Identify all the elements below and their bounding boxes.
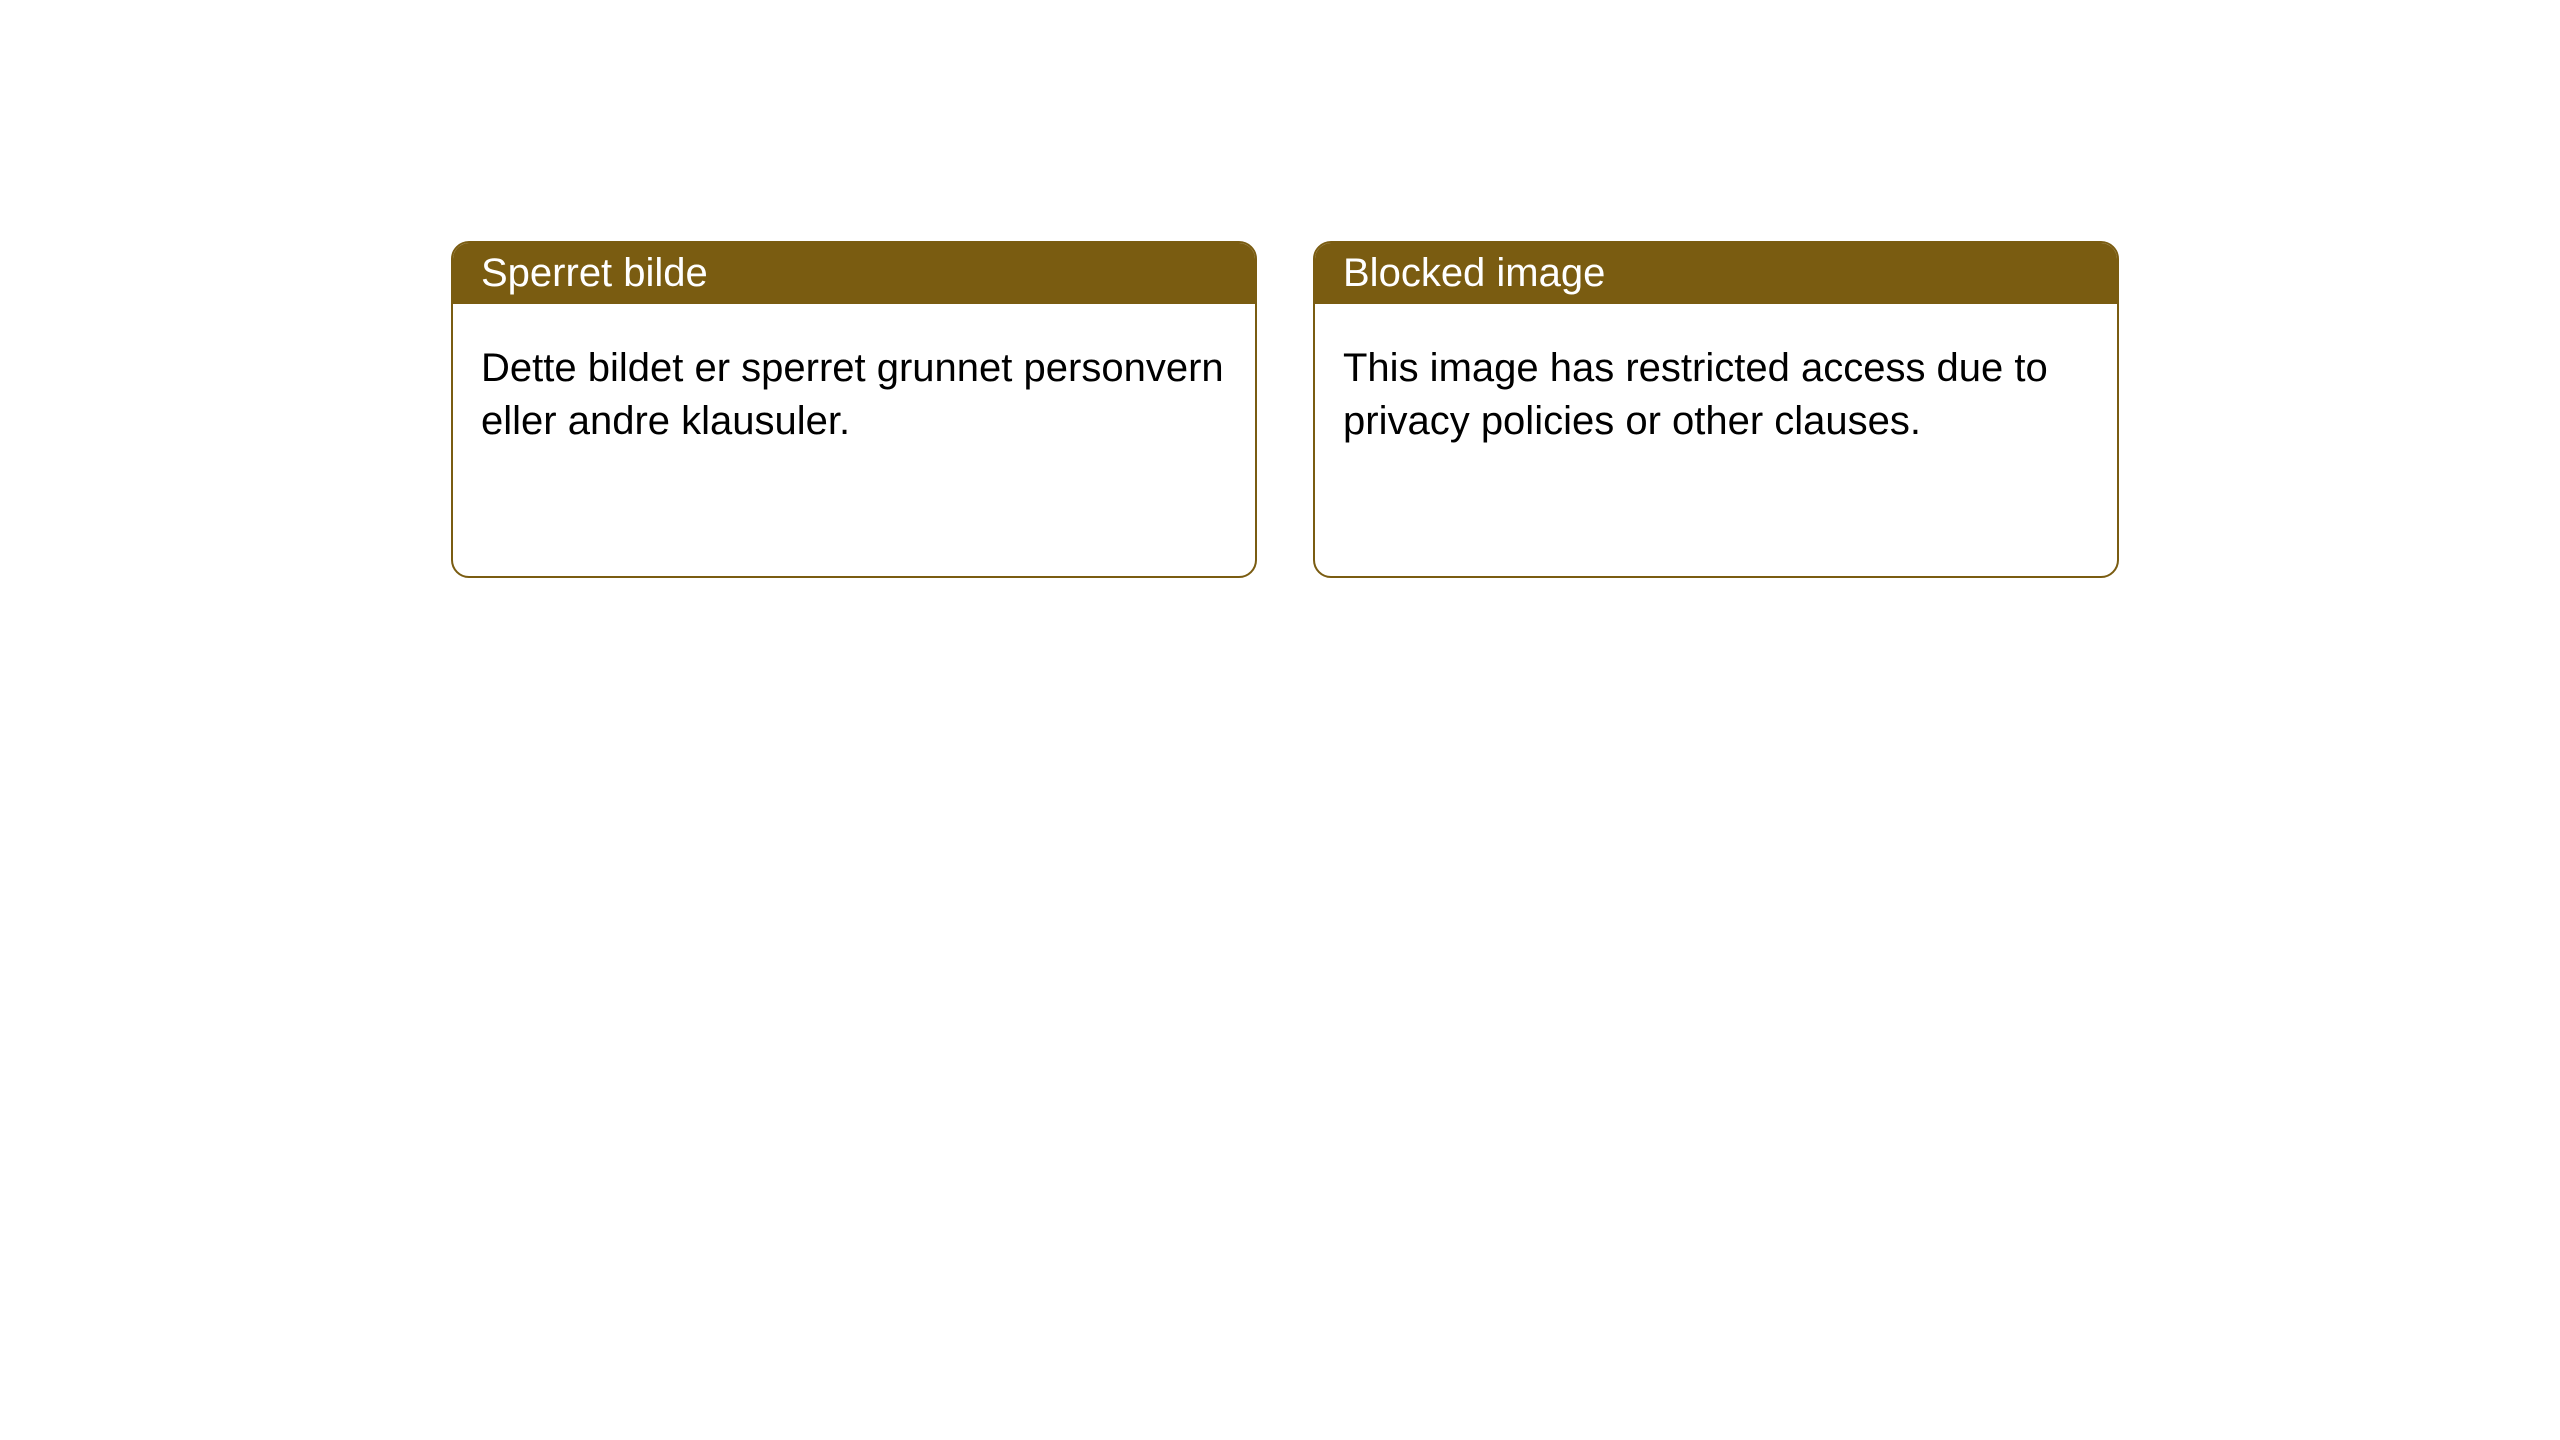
notice-cards-container: Sperret bilde Dette bildet er sperret gr…: [0, 0, 2560, 578]
card-body-no: Dette bildet er sperret grunnet personve…: [453, 304, 1255, 576]
card-title-no: Sperret bilde: [481, 251, 708, 295]
card-message-en: This image has restricted access due to …: [1343, 346, 2048, 443]
card-message-no: Dette bildet er sperret grunnet personve…: [481, 346, 1224, 443]
card-header-no: Sperret bilde: [453, 243, 1255, 304]
blocked-image-card-no: Sperret bilde Dette bildet er sperret gr…: [451, 241, 1257, 578]
card-title-en: Blocked image: [1343, 251, 1605, 295]
blocked-image-card-en: Blocked image This image has restricted …: [1313, 241, 2119, 578]
card-header-en: Blocked image: [1315, 243, 2117, 304]
card-body-en: This image has restricted access due to …: [1315, 304, 2117, 576]
